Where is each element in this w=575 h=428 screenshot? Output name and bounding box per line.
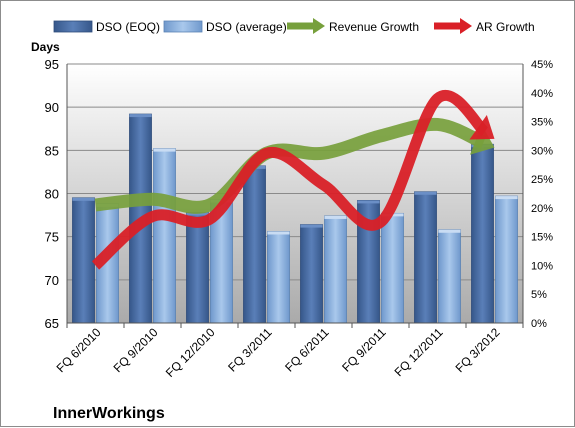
revenue-growth-line [94, 117, 487, 214]
bar-dso-average [153, 148, 176, 324]
y2-tick-label: 45% [531, 59, 553, 71]
bar-dso-average [267, 231, 290, 324]
x-tick-label: FQ 12/2010 [163, 325, 218, 380]
company-name: InnerWorkings [53, 405, 165, 422]
growth-lines [91, 90, 495, 270]
bar-top-dso-average [267, 231, 290, 235]
bar-top-dso-average [495, 196, 518, 200]
bar-top-dso-eoq [357, 200, 380, 204]
bar-dso-eoq [72, 197, 95, 324]
bar-dso-average [495, 195, 518, 324]
bar-dso-eoq [300, 224, 323, 324]
y2-tick-label: 5% [531, 289, 547, 301]
bar-top-dso-eoq [300, 224, 323, 228]
y-axis-title: Days [31, 40, 60, 54]
y-tick-label: 95 [45, 57, 59, 72]
bar-dso-eoq [243, 165, 266, 324]
bar-dso-eoq [471, 143, 494, 324]
legend-arrowhead-ar-growth [460, 18, 472, 34]
y2-tick-label: 10% [531, 260, 553, 272]
y2-tick-label: 25% [531, 174, 553, 186]
x-tick-label: FQ 6/2011 [282, 325, 332, 375]
y2-tick-label: 35% [531, 117, 553, 129]
bar-top-dso-average [324, 215, 347, 219]
legend-arrowhead-revenue-growth [313, 18, 325, 34]
legend-item-revenue-growth: Revenue Growth [287, 18, 419, 34]
x-tick-label: FQ 3/2012 [453, 325, 503, 375]
bar-dso-average [324, 215, 347, 324]
x-tick-label: FQ 12/2011 [392, 325, 446, 379]
legend-item-dso-avg: DSO (average) [163, 20, 287, 34]
legend-item-dso-eoq: DSO (EOQ) [53, 20, 160, 34]
x-tick-label: FQ 3/2011 [225, 325, 275, 375]
bar-top-dso-average [438, 229, 461, 233]
bar-dso-eoq [186, 212, 209, 324]
legend-swatch-dso-avg [163, 20, 203, 33]
bar-top-dso-eoq [129, 114, 152, 118]
legend-label-dso-avg: DSO (average) [206, 20, 287, 34]
y2-tick-label: 0% [531, 318, 547, 330]
y2-tick-label: 20% [531, 203, 553, 215]
y2-tick-label: 15% [531, 232, 553, 244]
x-tick-label: FQ 9/2011 [339, 325, 389, 375]
legend-label-ar-growth: AR Growth [476, 20, 535, 34]
bar-top-dso-average [153, 148, 176, 152]
y-tick-label: 90 [45, 100, 59, 115]
legend: DSO (EOQ) DSO (average) Revenue Growth A… [53, 18, 535, 34]
revenue-growth-arrowhead [469, 125, 495, 155]
y-tick-label: 65 [45, 316, 59, 331]
legend-label-revenue-growth: Revenue Growth [329, 20, 419, 34]
ar-growth-line [91, 90, 489, 270]
y-tick-label: 80 [45, 187, 59, 202]
ar-growth-arrowhead [469, 115, 495, 140]
x-tick-label: FQ 9/2010 [111, 325, 161, 375]
bar-dso-average [438, 229, 461, 324]
x-tick-label: FQ 6/2010 [54, 325, 104, 375]
legend-swatch-dso-eoq [53, 20, 93, 33]
y2-tick-label: 30% [531, 145, 553, 157]
y-tick-label: 70 [45, 273, 59, 288]
bar-dso-average [381, 212, 404, 324]
bar-top-dso-eoq [186, 212, 209, 216]
y2-tick-label: 40% [531, 88, 553, 100]
legend-item-ar-growth: AR Growth [434, 18, 535, 34]
legend-label-dso-eoq: DSO (EOQ) [96, 20, 160, 34]
bar-top-dso-eoq [414, 191, 437, 195]
y-tick-label: 75 [45, 230, 59, 245]
bar-dso-eoq [414, 191, 437, 324]
bar-series [72, 113, 518, 324]
bar-top-dso-eoq [72, 197, 95, 201]
y-tick-label: 85 [45, 143, 59, 158]
